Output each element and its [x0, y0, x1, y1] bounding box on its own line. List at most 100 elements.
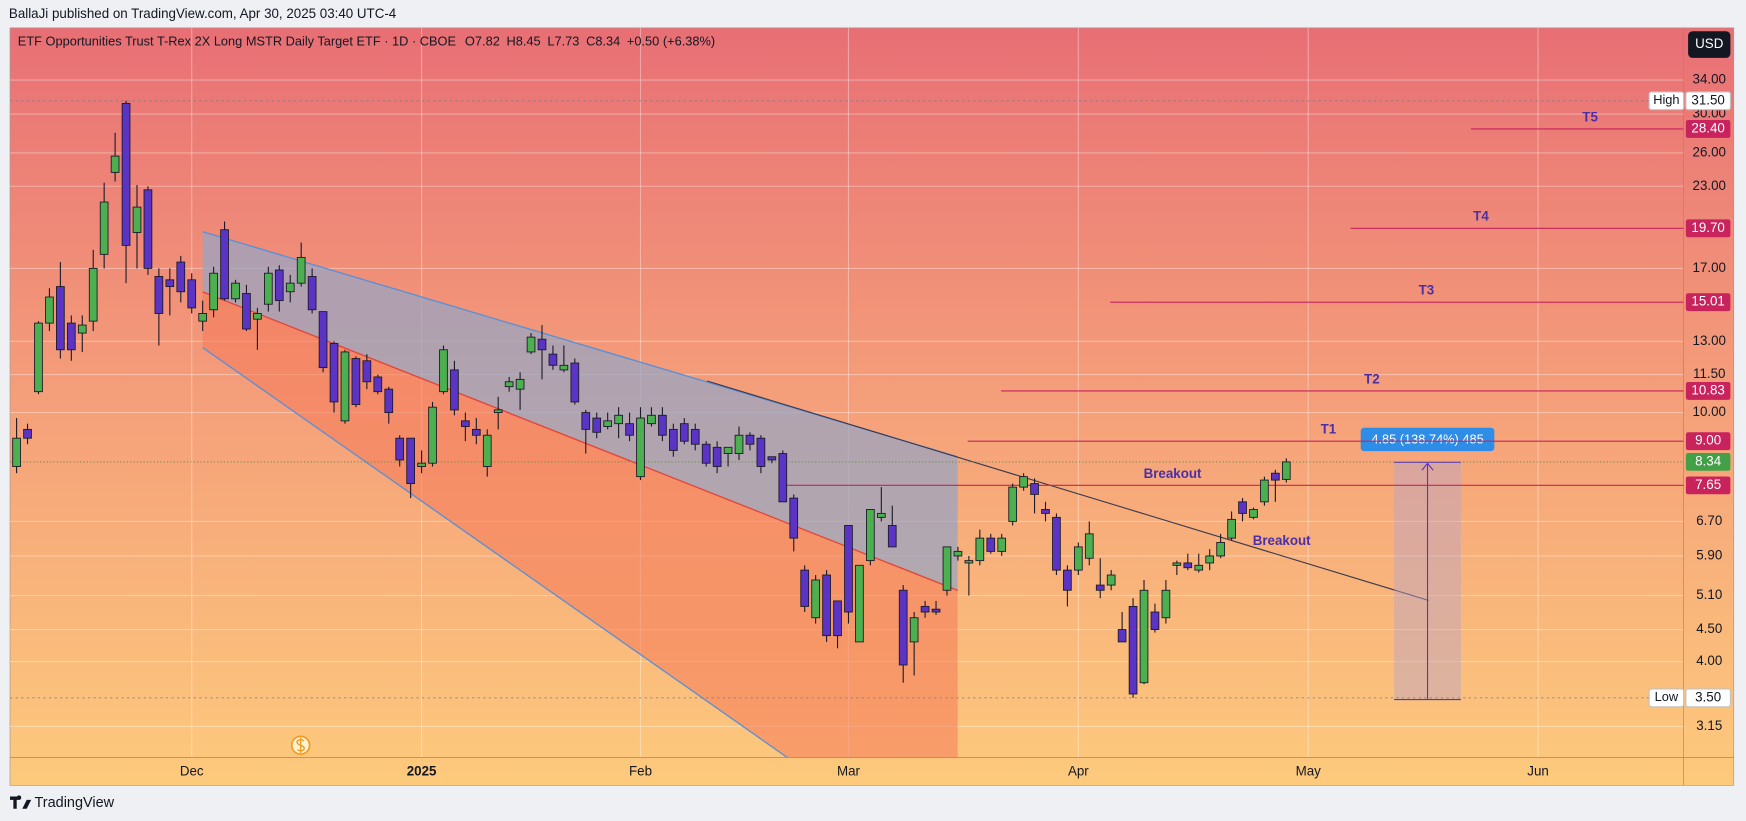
- candle-body: [417, 462, 426, 467]
- candle-body: [570, 362, 580, 403]
- candle-body: [143, 189, 153, 269]
- candle-body: [756, 437, 766, 467]
- candle-body: [876, 512, 886, 518]
- candle-body: [1205, 555, 1215, 564]
- candle-body: [253, 313, 262, 320]
- candle-body: [986, 537, 996, 552]
- candle-body: [581, 412, 591, 430]
- y-tick-label: 10.00: [1693, 404, 1726, 419]
- current-price-label: 8.34: [1695, 453, 1722, 468]
- candle-body: [1117, 629, 1127, 643]
- candle-body: [296, 256, 306, 284]
- candle-body: [537, 338, 547, 351]
- x-tick-label: Dec: [180, 764, 204, 779]
- candle-body: [1249, 509, 1258, 518]
- currency-box[interactable]: [1688, 31, 1731, 58]
- candle-body: [515, 378, 525, 390]
- candle-body: [176, 261, 186, 293]
- candle-body: [636, 417, 645, 478]
- candle-body: [351, 358, 361, 405]
- target-label: T3: [1419, 283, 1435, 298]
- candle-body: [1281, 461, 1291, 480]
- level-box: [1685, 293, 1731, 312]
- ohlc-value: 7.73: [554, 34, 579, 49]
- trend-line: [706, 380, 1429, 601]
- candle-body: [439, 349, 448, 393]
- candle-body: [701, 443, 711, 464]
- candle-body: [647, 414, 656, 425]
- y-tick-label: 13.00: [1693, 333, 1726, 348]
- level-label: 7.65: [1695, 477, 1721, 492]
- channel-fill: [202, 231, 958, 591]
- candle-body: [154, 276, 164, 314]
- level-box: [1685, 381, 1731, 400]
- y-tick-label: 11.50: [1693, 366, 1725, 381]
- candle-body: [209, 272, 218, 311]
- byline: BallaJi published on TradingView.com, Ap…: [9, 6, 397, 21]
- levels: T5 T4 T3 T2 T1: [10, 100, 1684, 699]
- target-label: T4: [1473, 209, 1489, 224]
- candle-body: [1183, 562, 1193, 569]
- dividend-glyph: [296, 737, 305, 754]
- candle-body: [734, 434, 744, 455]
- measure-label-box: [1360, 427, 1495, 452]
- candle-body: [975, 537, 985, 562]
- candle-body: [625, 423, 634, 436]
- ohlc-value: 7.82: [475, 34, 500, 49]
- level-box: [1685, 432, 1731, 451]
- candle-body: [1128, 605, 1138, 695]
- candle-body: [318, 311, 328, 369]
- ohlc-prefix: O: [465, 34, 475, 49]
- candle-body: [1271, 472, 1280, 481]
- measure-label: 4.85 (138.74%) 485: [1371, 431, 1483, 446]
- candle-body: [220, 229, 229, 300]
- y-tick-label: 3.15: [1696, 718, 1722, 733]
- y-tick-label: 26.00: [1693, 144, 1726, 159]
- ohlc-prefix: C: [586, 34, 595, 49]
- brand-logo: [10, 795, 32, 809]
- candle-body: [559, 364, 569, 371]
- candle-body: [1030, 483, 1039, 495]
- candle-body: [548, 353, 558, 366]
- candle-body: [592, 417, 602, 433]
- candle-body: [1095, 584, 1105, 591]
- candle-body: [866, 509, 875, 562]
- candle-body: [493, 409, 503, 414]
- currency[interactable]: USD: [1695, 36, 1724, 51]
- candle-body: [274, 269, 284, 302]
- candle-body: [450, 369, 459, 411]
- level-label: 15.01: [1691, 294, 1724, 309]
- candle-body: [833, 600, 842, 637]
- level-tag: Low: [1655, 689, 1679, 704]
- candle-body: [187, 279, 197, 309]
- y-tick-label: 34.00: [1693, 72, 1726, 87]
- candle-body: [920, 605, 930, 613]
- candle-body: [471, 428, 481, 436]
- title-text: ETF Opportunities Trust T-Rex 2X Long MS…: [18, 34, 456, 49]
- candle-body: [603, 420, 613, 427]
- y-tick-label: 4.50: [1696, 621, 1722, 636]
- candle-body: [482, 434, 492, 467]
- candle-body: [1073, 546, 1083, 571]
- candle-body: [88, 267, 98, 322]
- level-box: [1685, 688, 1731, 708]
- candle-body: [964, 560, 974, 564]
- candle-body: [1084, 533, 1094, 559]
- candle-body: [1106, 574, 1116, 586]
- candle-body: [887, 525, 897, 548]
- candle-body: [1019, 476, 1028, 488]
- candle-body: [526, 336, 536, 353]
- candle-body: [898, 589, 908, 666]
- candle-body: [264, 272, 273, 305]
- y-tick-label: 23.00: [1693, 178, 1726, 193]
- target-label: T1: [1321, 422, 1337, 437]
- level-label: 10.83: [1691, 382, 1724, 397]
- lower-line: [202, 347, 788, 759]
- candle-body: [99, 201, 109, 255]
- x-tick-label: Feb: [629, 764, 652, 779]
- ohlc-value: 8.45: [516, 34, 541, 49]
- level-box: [1685, 91, 1731, 111]
- x-tick-label: Apr: [1068, 764, 1089, 779]
